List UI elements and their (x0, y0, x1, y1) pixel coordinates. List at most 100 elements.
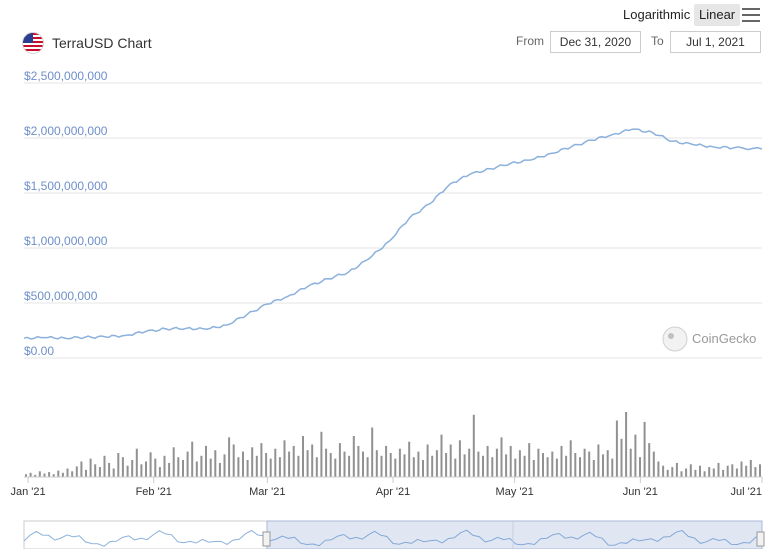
volume-bar (237, 457, 240, 477)
volume-bar (722, 469, 725, 477)
volume-bar (431, 455, 434, 477)
volume-bar (375, 450, 378, 477)
volume-bar (394, 458, 397, 477)
volume-bar (491, 457, 494, 477)
volume-bar (311, 444, 314, 477)
navigator-right-handle[interactable] (756, 531, 765, 547)
x-tick-label: Jun '21 (623, 486, 658, 498)
volume-bar (200, 455, 203, 477)
volume-bar (85, 469, 87, 477)
volume-bar (597, 444, 600, 477)
volume-bars (25, 412, 761, 477)
volume-bar (639, 457, 641, 477)
y-tick-label: $2,000,000,000 (24, 124, 108, 138)
volume-bar (615, 420, 618, 477)
volume-bar (302, 436, 304, 477)
volume-bar (163, 455, 166, 477)
volume-bar (611, 458, 614, 477)
volume-bar (703, 471, 706, 477)
volume-bar (569, 440, 572, 477)
volume-bar (482, 455, 484, 477)
y-tick-label: $500,000,000 (24, 289, 98, 303)
volume-bar (343, 451, 346, 477)
volume-bar (408, 441, 411, 477)
volume-bar (352, 436, 355, 477)
volume-bar (477, 451, 480, 477)
volume-bar (149, 452, 152, 477)
y-tick-label: $2,500,000,000 (24, 69, 108, 83)
volume-bar (117, 453, 120, 477)
to-label: To (651, 34, 664, 48)
volume-bar (145, 461, 147, 477)
volume-bar (412, 457, 415, 477)
volume-bar (334, 458, 337, 477)
volume-bar (325, 448, 328, 477)
volume-bar (712, 468, 715, 477)
volume-bar (403, 454, 406, 477)
volume-bar (306, 450, 309, 477)
flag-canton (23, 33, 33, 43)
volume-bar (329, 453, 332, 477)
volume-bar (232, 444, 235, 477)
volume-bar (292, 445, 295, 477)
volume-bar (57, 470, 60, 477)
volume-bar (680, 471, 683, 477)
volume-bar (94, 464, 97, 477)
linear-scale-button[interactable]: Linear (694, 4, 741, 26)
from-date-input[interactable] (550, 31, 641, 53)
volume-bar (514, 458, 517, 477)
volume-bar (435, 450, 438, 477)
volume-bar (472, 414, 475, 477)
volume-bar (218, 462, 221, 477)
range-navigator[interactable] (23, 520, 765, 549)
volume-bar (380, 455, 383, 477)
navigator-series-line (23, 529, 763, 547)
volume-bar (537, 448, 540, 477)
volume-bar (103, 455, 106, 477)
volume-bar (89, 458, 92, 477)
to-date-input[interactable] (670, 31, 761, 53)
volume-bar (182, 460, 184, 477)
volume-bar (463, 454, 466, 477)
volume-bar (66, 468, 69, 477)
volume-bar (565, 455, 568, 477)
chart-title: TerraUSD Chart (52, 35, 152, 51)
volume-bar (228, 437, 231, 477)
price-series-line (23, 128, 763, 340)
volume-bar (214, 450, 217, 477)
volume-bar (265, 453, 268, 477)
volume-bar (288, 451, 291, 477)
volume-bar (666, 469, 669, 477)
x-tick-label: Jan '21 (10, 486, 45, 498)
volume-bar (283, 440, 286, 477)
x-tick-label: Apr '21 (376, 486, 411, 498)
volume-bar (717, 462, 720, 477)
gecko-eye-mark (668, 333, 674, 339)
navigator-selection[interactable] (266, 520, 763, 549)
volume-bar (25, 474, 27, 477)
volume-bar (242, 451, 244, 477)
volume-bar (348, 455, 351, 477)
volume-bar (260, 443, 263, 477)
volume-bar (389, 453, 392, 477)
navigator-left-handle[interactable] (262, 531, 271, 547)
hamburger-menu-icon[interactable] (742, 8, 760, 22)
volume-bar (509, 445, 512, 477)
menu-line (742, 14, 760, 16)
volume-bar (338, 443, 341, 477)
volume-bar (625, 412, 628, 477)
volume-bar (588, 451, 591, 477)
coingecko-watermark: CoinGecko (662, 326, 756, 352)
volume-bar (371, 427, 374, 477)
logarithmic-scale-button[interactable]: Logarithmic (623, 7, 691, 22)
volume-bar (592, 460, 595, 477)
volume-bar (398, 448, 401, 477)
volume-bar (426, 444, 429, 477)
volume-bar (671, 467, 674, 477)
volume-bar (131, 460, 134, 477)
volume-bar (422, 460, 424, 477)
volume-bar (34, 474, 37, 477)
volume-bar (634, 434, 637, 477)
volume-bar (551, 451, 554, 477)
